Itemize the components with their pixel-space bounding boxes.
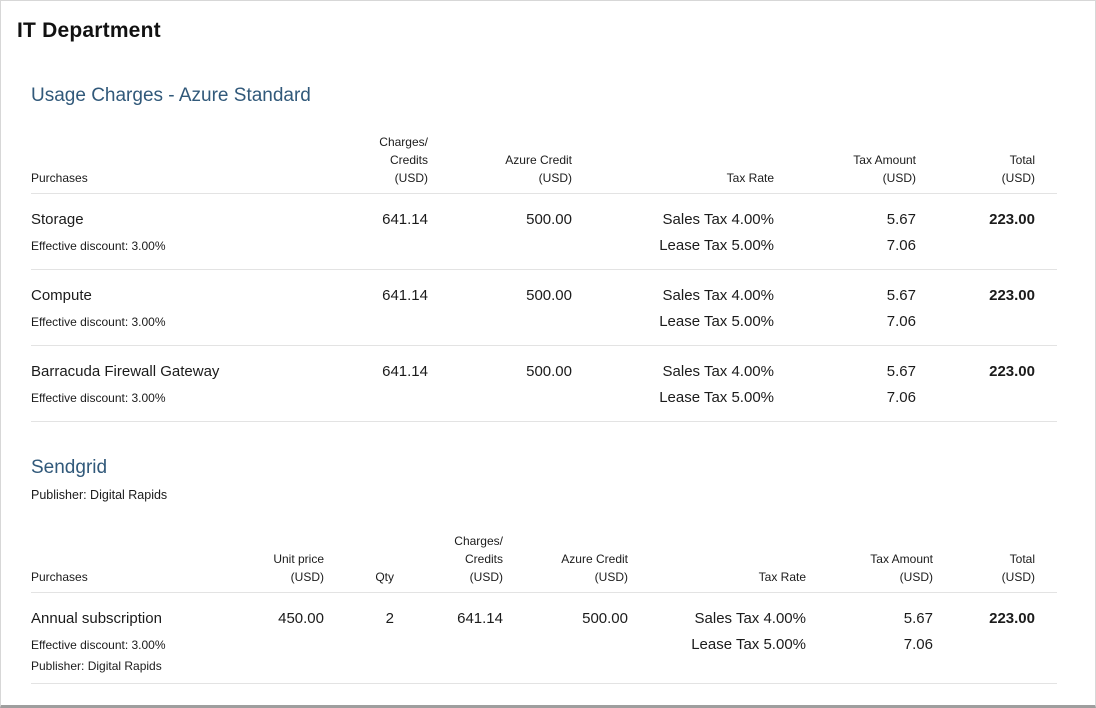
azure-credit-value: 500.00: [526, 363, 572, 380]
section-publisher: Publisher: Digital Rapids: [31, 488, 168, 502]
effective-discount: Effective discount: 3.00%: [31, 306, 291, 346]
azure-credit-value: 500.00: [526, 287, 572, 304]
tax-amount-value: 5.67: [886, 363, 916, 380]
tax-amount-value: 5.67: [886, 211, 916, 228]
tax-rate-value: Sales Tax 4.00%: [662, 211, 774, 228]
tax-amount-value: 7.06: [774, 382, 916, 422]
charges-value: 641.14: [382, 363, 428, 380]
table-row-detail: Publisher: Digital Rapids: [31, 655, 1057, 684]
tax-rate-value: Sales Tax 4.00%: [662, 363, 774, 380]
total-value: 223.00: [989, 211, 1035, 228]
column-header-purchases: Purchases: [31, 133, 291, 194]
column-header-qty: Qty: [324, 532, 394, 593]
table-row-detail: Effective discount: 3.00% Lease Tax 5.00…: [31, 306, 1057, 346]
tax-amount-value: 7.06: [774, 230, 916, 270]
column-header-purchases: Purchases: [31, 532, 211, 593]
charges-value: 641.14: [382, 211, 428, 228]
column-header-tax-amount: Tax Amount (USD): [806, 532, 933, 593]
table-row: Storage 641.14 500.00 Sales Tax 4.00% 5.…: [31, 194, 1057, 231]
effective-discount: Effective discount: 3.00%: [31, 230, 291, 270]
page-title: IT Department: [17, 19, 161, 42]
azure-credit-value: 500.00: [526, 211, 572, 228]
total-value: 223.00: [989, 363, 1035, 380]
column-header-azure-credit: Azure Credit (USD): [503, 532, 628, 593]
azure-credit-value: 500.00: [582, 610, 628, 627]
charges-value: 641.14: [457, 610, 503, 627]
table-row: Annual subscription 450.00 2 641.14 500.…: [31, 593, 1057, 630]
total-value: 223.00: [989, 610, 1035, 627]
sendgrid-table-header: Purchases Unit price (USD) Qty Charges/ …: [31, 532, 1057, 593]
column-header-total: Total (USD): [916, 133, 1057, 194]
tax-rate-value: Lease Tax 5.00%: [572, 382, 774, 422]
table-row-detail: Effective discount: 3.00% Lease Tax 5.00…: [31, 230, 1057, 270]
column-header-total: Total (USD): [933, 532, 1057, 593]
column-header-tax-rate: Tax Rate: [628, 532, 806, 593]
column-header-azure-credit: Azure Credit (USD): [428, 133, 572, 194]
table-row: Barracuda Firewall Gateway 641.14 500.00…: [31, 346, 1057, 383]
table-row-detail: Effective discount: 3.00% Lease Tax 5.00…: [31, 629, 1057, 655]
tax-rate-value: Sales Tax 4.00%: [662, 287, 774, 304]
tax-amount-value: 7.06: [774, 306, 916, 346]
column-header-tax-amount: Tax Amount (USD): [774, 133, 916, 194]
purchase-name: Compute: [31, 287, 92, 304]
section-title-usage-charges: Usage Charges - Azure Standard: [31, 85, 311, 106]
purchase-name: Barracuda Firewall Gateway: [31, 363, 220, 380]
total-value: 223.00: [989, 287, 1035, 304]
charges-value: 641.14: [382, 287, 428, 304]
row-publisher: Publisher: Digital Rapids: [31, 655, 211, 684]
qty-value: 2: [385, 610, 394, 627]
section-title-sendgrid: Sendgrid: [31, 457, 108, 478]
usage-charges-table: Purchases Charges/ Credits (USD) Azure C…: [31, 133, 1057, 422]
tax-rate-value: Lease Tax 5.00%: [572, 230, 774, 270]
effective-discount: Effective discount: 3.00%: [31, 638, 166, 652]
tax-rate-value: Lease Tax 5.00%: [691, 636, 806, 653]
purchase-name: Storage: [31, 211, 84, 228]
column-header-tax-rate: Tax Rate: [572, 133, 774, 194]
tax-amount-value: 5.67: [886, 287, 916, 304]
tax-rate-value: Sales Tax 4.00%: [694, 610, 806, 627]
column-header-charges-credits: Charges/ Credits (USD): [394, 532, 503, 593]
column-header-unit-price: Unit price (USD): [211, 532, 324, 593]
tax-amount-value: 7.06: [903, 636, 933, 653]
tax-rate-value: Lease Tax 5.00%: [572, 306, 774, 346]
sendgrid-table: Purchases Unit price (USD) Qty Charges/ …: [31, 532, 1057, 684]
column-header-charges-credits: Charges/ Credits (USD): [291, 133, 428, 194]
table-row-detail: Effective discount: 3.00% Lease Tax 5.00…: [31, 382, 1057, 422]
table-row: Compute 641.14 500.00 Sales Tax 4.00% 5.…: [31, 270, 1057, 307]
purchase-name: Annual subscription: [31, 610, 162, 627]
unit-price-value: 450.00: [278, 610, 324, 627]
tax-amount-value: 5.67: [903, 610, 933, 627]
usage-charges-table-header: Purchases Charges/ Credits (USD) Azure C…: [31, 133, 1057, 194]
effective-discount: Effective discount: 3.00%: [31, 382, 291, 422]
